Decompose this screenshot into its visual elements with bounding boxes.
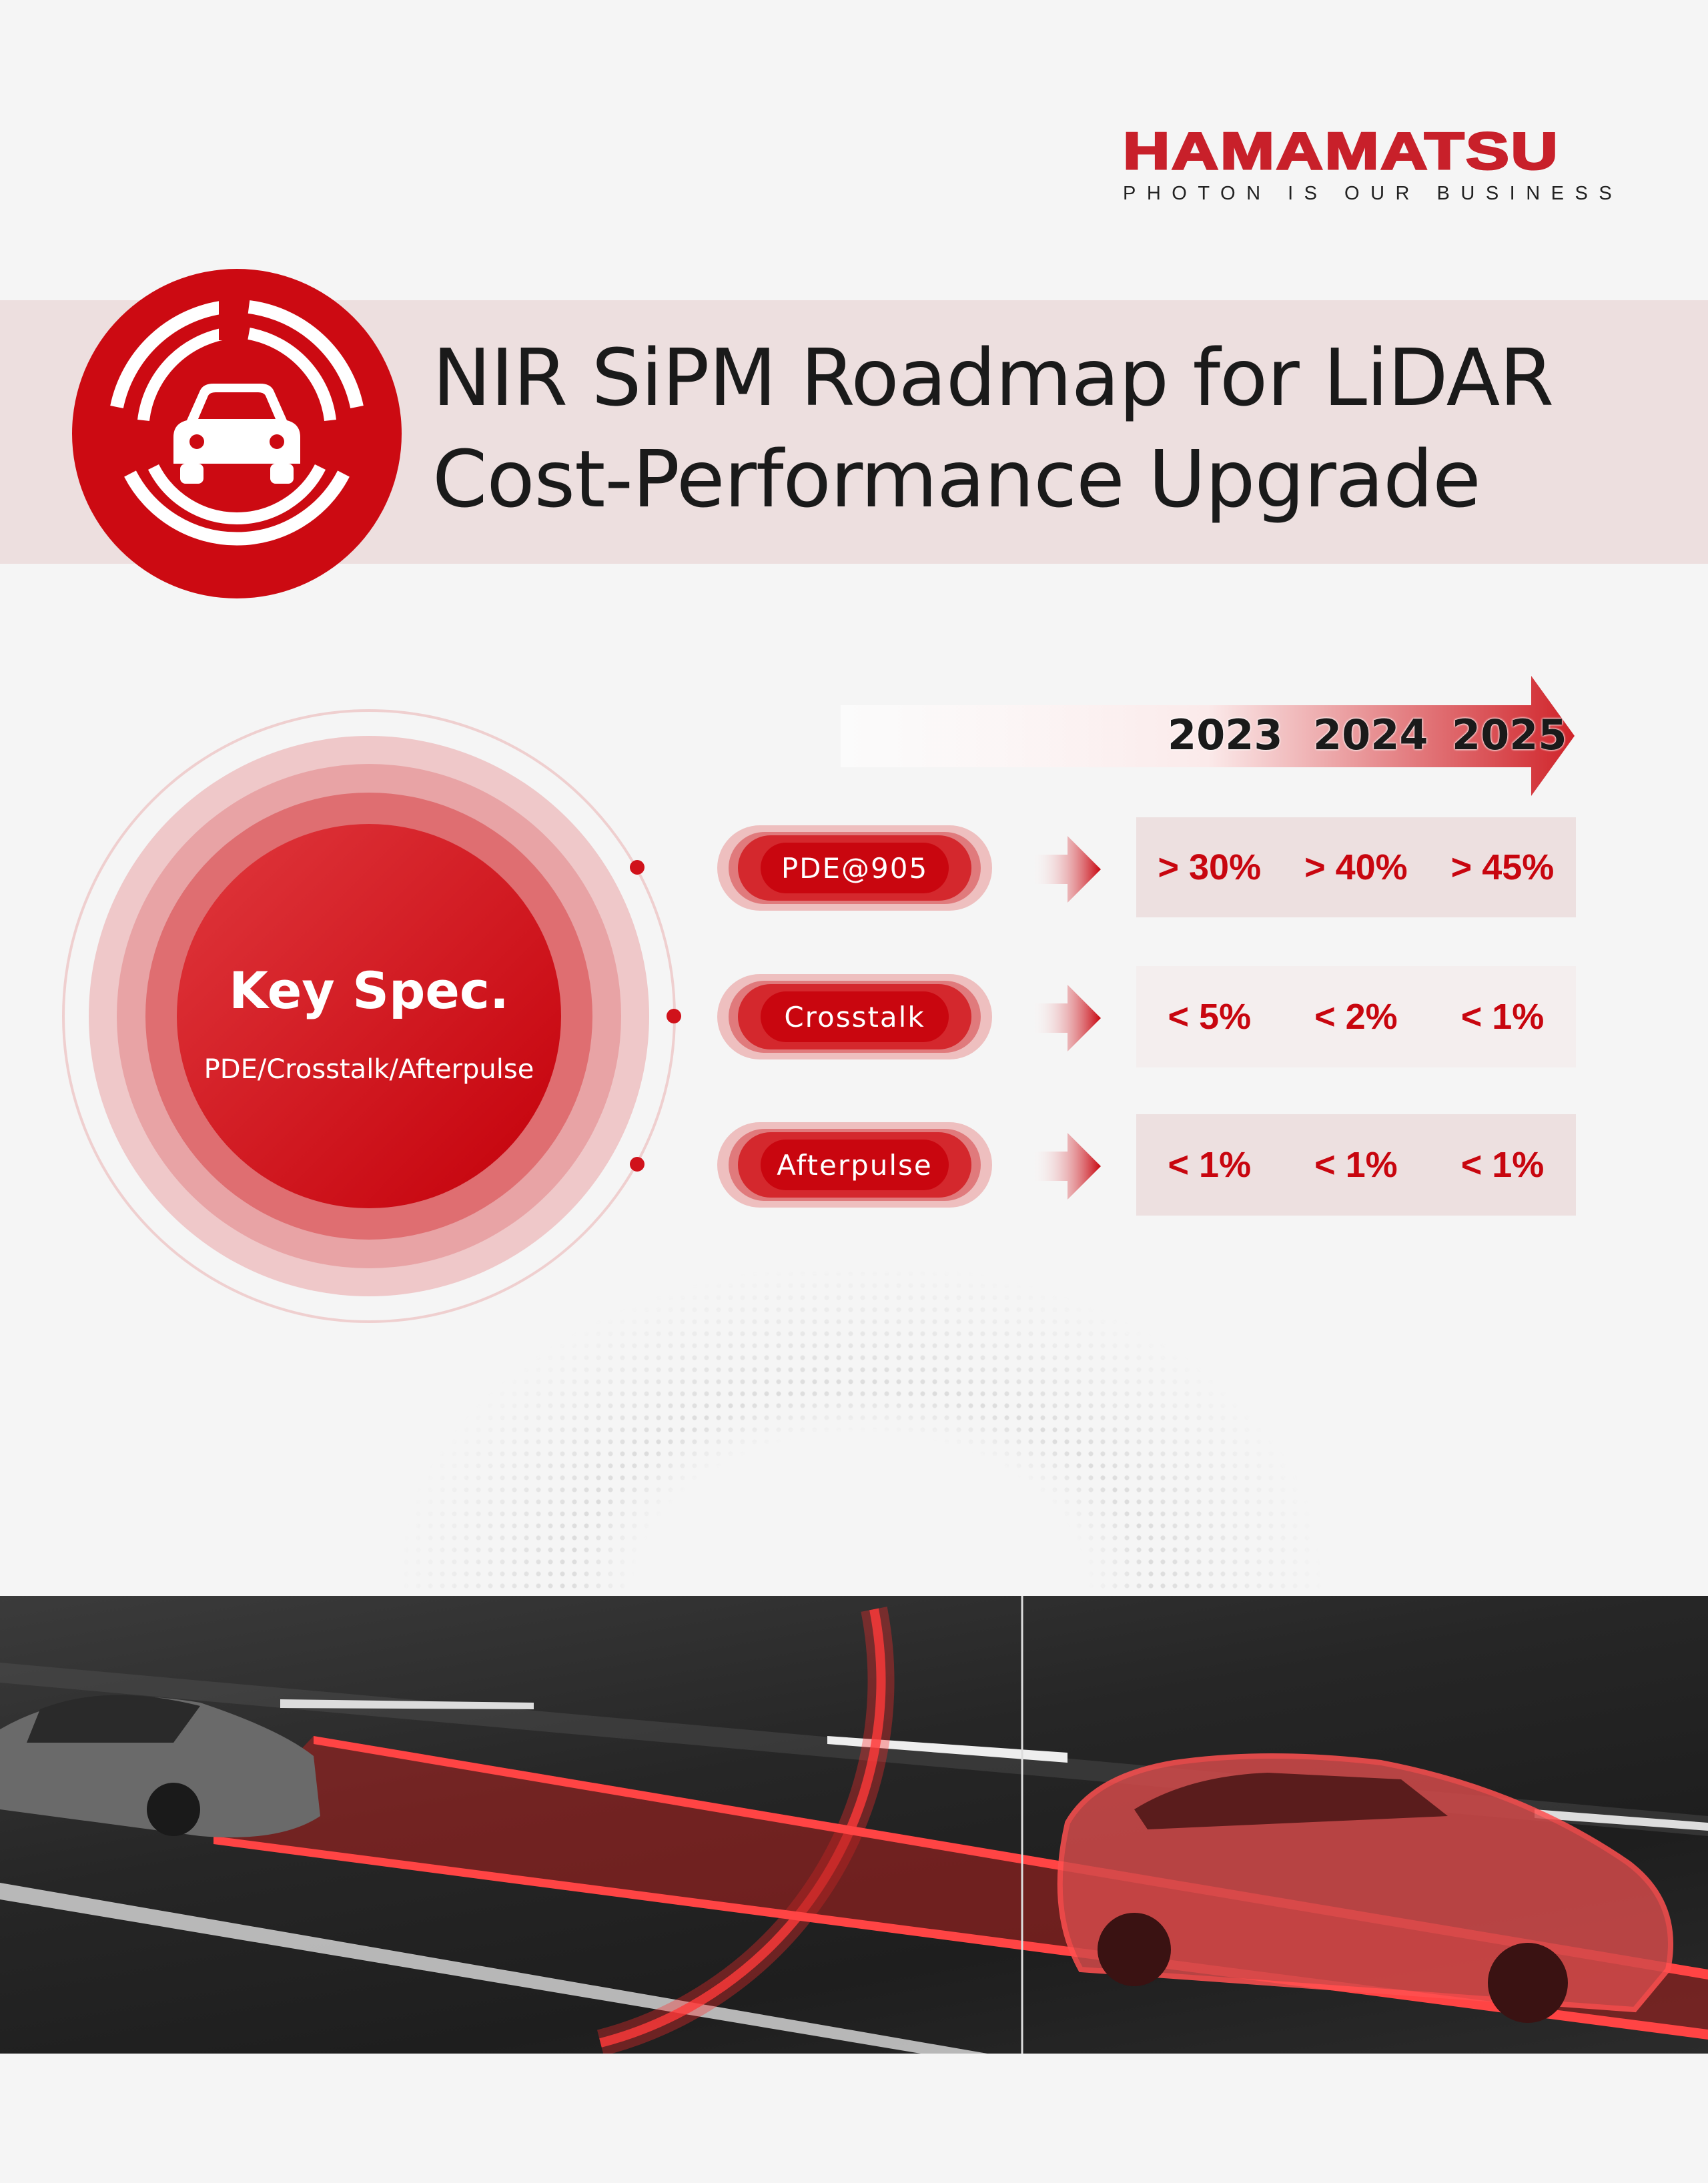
key-spec-circle: [62, 709, 676, 1323]
car-radar-icon: [72, 269, 402, 598]
logo-brand: HAMAMATSU: [1122, 121, 1560, 180]
spec-label-text: PDE@905: [761, 843, 949, 893]
value-2024: < 1%: [1314, 1145, 1398, 1185]
arrow-right-icon: [1031, 1133, 1101, 1200]
value-2025: > 45%: [1450, 847, 1555, 887]
dotted-halo: [400, 1268, 1321, 1595]
connector-dot: [667, 1009, 681, 1023]
arrow-right-icon: [1031, 985, 1101, 1051]
year-2024: 2024: [1313, 711, 1428, 759]
spec-label-afterpulse: Afterpulse: [717, 1122, 992, 1208]
value-2023: > 30%: [1158, 847, 1262, 887]
year-2023: 2023: [1168, 711, 1283, 759]
arrow-right-icon: [1031, 836, 1101, 903]
year-2025: 2025: [1452, 711, 1567, 759]
timeline-arrow: [841, 676, 1575, 796]
values-pde: > 30% > 40% > 45%: [1136, 817, 1576, 917]
values-crosstalk: < 5% < 2% < 1%: [1136, 966, 1576, 1067]
page-title: NIR SiPM Roadmap for LiDAR Cost-Performa…: [432, 327, 1554, 530]
spec-label-text: Afterpulse: [761, 1140, 949, 1190]
title-line-1: NIR SiPM Roadmap for LiDAR: [432, 332, 1554, 424]
spec-label-crosstalk: Crosstalk: [717, 974, 992, 1059]
value-2023: < 5%: [1168, 997, 1252, 1037]
value-2025: < 1%: [1460, 1145, 1545, 1185]
hamamatsu-logo: HAMAMATSU PHOTON IS OUR BUSINESS: [1122, 124, 1623, 205]
value-2025: < 1%: [1460, 997, 1545, 1037]
spec-label-pde: PDE@905: [717, 825, 992, 911]
connector-dot: [630, 1157, 645, 1172]
value-2024: < 2%: [1314, 997, 1398, 1037]
title-line-2: Cost-Performance Upgrade: [432, 433, 1481, 525]
connector-dot: [630, 860, 645, 875]
value-2024: > 40%: [1304, 847, 1408, 887]
logo-tagline: PHOTON IS OUR BUSINESS: [1123, 183, 1623, 204]
values-afterpulse: < 1% < 1% < 1%: [1136, 1114, 1576, 1216]
spec-label-text: Crosstalk: [761, 991, 949, 1042]
lidar-car-photo: [0, 1596, 1708, 2054]
value-2023: < 1%: [1168, 1145, 1252, 1185]
key-spec-subtitle: PDE/Crosstalk/Afterpulse: [203, 1054, 534, 1085]
key-spec-title: Key Spec.: [229, 961, 509, 1020]
